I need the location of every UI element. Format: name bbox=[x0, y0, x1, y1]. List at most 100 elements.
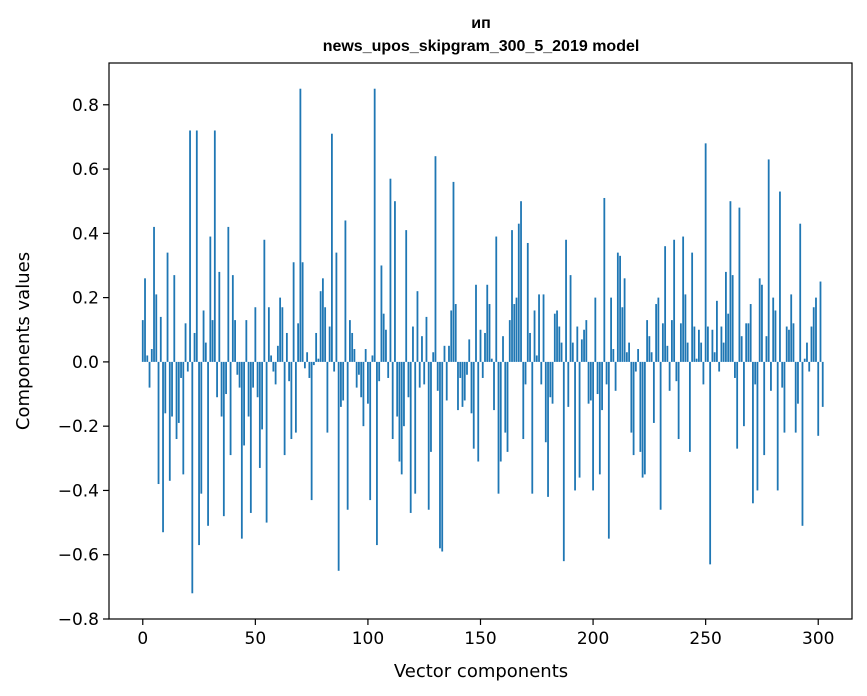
bar-component-207 bbox=[607, 361, 610, 539]
bar-component-44 bbox=[240, 361, 243, 539]
bar-component-234 bbox=[668, 361, 671, 391]
bar-component-51 bbox=[256, 361, 259, 398]
bar-component-104 bbox=[376, 361, 378, 546]
bar-component-181 bbox=[549, 361, 552, 398]
bar-component-33 bbox=[216, 361, 218, 398]
y-tick-label-7: 0.6 bbox=[72, 160, 99, 180]
chart-title-line-2: news_upos_skipgram_300_5_2019 model bbox=[323, 38, 640, 55]
bar-component-75 bbox=[310, 361, 313, 501]
bar-component-21 bbox=[189, 130, 191, 362]
bar-component-160 bbox=[502, 336, 504, 362]
bar-component-137 bbox=[450, 310, 453, 362]
x-tick-label-150: 150 bbox=[464, 629, 496, 649]
bar-component-200 bbox=[592, 361, 594, 491]
bar-component-121 bbox=[414, 361, 417, 494]
bar-component-266 bbox=[740, 336, 743, 362]
bar-component-215 bbox=[625, 352, 628, 362]
bar-component-114 bbox=[398, 361, 401, 462]
bar-component-252 bbox=[709, 361, 712, 565]
bar-component-3 bbox=[148, 361, 151, 388]
bar-component-66 bbox=[290, 361, 293, 440]
bar-component-159 bbox=[499, 361, 502, 462]
bar-component-117 bbox=[405, 230, 408, 362]
bar-component-176 bbox=[538, 294, 540, 362]
bar-component-40 bbox=[231, 275, 234, 362]
bar-component-286 bbox=[785, 326, 788, 362]
bar-component-202 bbox=[596, 361, 599, 395]
bar-component-37 bbox=[225, 361, 227, 395]
bar-component-103 bbox=[373, 88, 376, 362]
bar-component-182 bbox=[551, 361, 554, 404]
bar-component-211 bbox=[616, 252, 619, 362]
bar-component-183 bbox=[553, 313, 556, 362]
bar-component-260 bbox=[727, 313, 730, 362]
bar-component-278 bbox=[767, 159, 770, 362]
bar-component-26 bbox=[200, 361, 203, 494]
y-tick-label-3: −0.2 bbox=[58, 417, 99, 437]
bar-component-22 bbox=[191, 361, 194, 594]
bar-component-221 bbox=[639, 361, 642, 452]
bar-component-279 bbox=[770, 361, 772, 391]
bar-component-203 bbox=[598, 361, 601, 475]
bar-component-165 bbox=[513, 304, 516, 362]
bar-component-106 bbox=[380, 265, 383, 362]
bar-component-72 bbox=[303, 361, 306, 369]
bar-component-242 bbox=[686, 342, 689, 362]
bar-component-264 bbox=[736, 361, 739, 449]
bar-component-141 bbox=[459, 361, 462, 378]
bar-component-10 bbox=[164, 361, 167, 414]
bar-component-82 bbox=[326, 361, 329, 433]
bar-component-110 bbox=[389, 178, 392, 362]
bar-component-64 bbox=[285, 332, 288, 362]
bar-component-226 bbox=[650, 352, 653, 362]
bar-component-289 bbox=[792, 323, 795, 362]
bar-component-290 bbox=[794, 361, 797, 433]
bar-component-50 bbox=[254, 307, 257, 362]
bar-component-73 bbox=[306, 352, 309, 362]
bar-component-61 bbox=[279, 297, 282, 362]
bar-component-125 bbox=[423, 361, 426, 385]
y-tick-label-0: −0.8 bbox=[58, 610, 99, 630]
bar-component-30 bbox=[209, 236, 212, 362]
bar-component-102 bbox=[371, 355, 374, 362]
bar-component-172 bbox=[529, 332, 531, 362]
bar-component-169 bbox=[522, 361, 525, 440]
bar-component-2 bbox=[146, 355, 149, 362]
bar-component-268 bbox=[745, 323, 748, 362]
bar-component-17 bbox=[180, 361, 182, 378]
bar-component-142 bbox=[461, 361, 464, 407]
bar-component-149 bbox=[477, 361, 480, 462]
bar-component-229 bbox=[657, 297, 660, 362]
bar-component-4 bbox=[150, 349, 153, 362]
bar-component-105 bbox=[378, 361, 381, 382]
bar-component-244 bbox=[691, 252, 694, 362]
bar-component-228 bbox=[655, 304, 658, 362]
bar-component-180 bbox=[547, 361, 549, 497]
bar-component-206 bbox=[605, 361, 608, 385]
bar-component-161 bbox=[504, 361, 507, 433]
bar-component-253 bbox=[711, 329, 714, 362]
bar-component-152 bbox=[484, 332, 486, 362]
y-tick-label-5: 0.2 bbox=[72, 289, 99, 309]
plot-frame bbox=[108, 62, 853, 620]
bar-component-282 bbox=[776, 361, 779, 491]
bar-component-222 bbox=[641, 361, 644, 478]
bar-component-251 bbox=[707, 326, 709, 362]
bar-component-12 bbox=[168, 361, 171, 481]
bar-component-190 bbox=[569, 275, 572, 362]
bar-series bbox=[141, 88, 824, 594]
y-tick-label-2: −0.4 bbox=[58, 481, 99, 501]
bar-component-187 bbox=[562, 361, 565, 562]
bar-component-296 bbox=[808, 361, 811, 372]
x-tick-label-50: 50 bbox=[245, 629, 267, 649]
bar-component-71 bbox=[301, 262, 304, 362]
bar-component-24 bbox=[195, 130, 198, 362]
bar-component-97 bbox=[360, 361, 363, 398]
bar-component-217 bbox=[630, 361, 633, 433]
bar-component-194 bbox=[578, 361, 581, 478]
bar-component-46 bbox=[245, 320, 248, 362]
bar-component-144 bbox=[466, 361, 468, 375]
bar-component-59 bbox=[274, 361, 277, 385]
bar-component-210 bbox=[614, 361, 617, 391]
